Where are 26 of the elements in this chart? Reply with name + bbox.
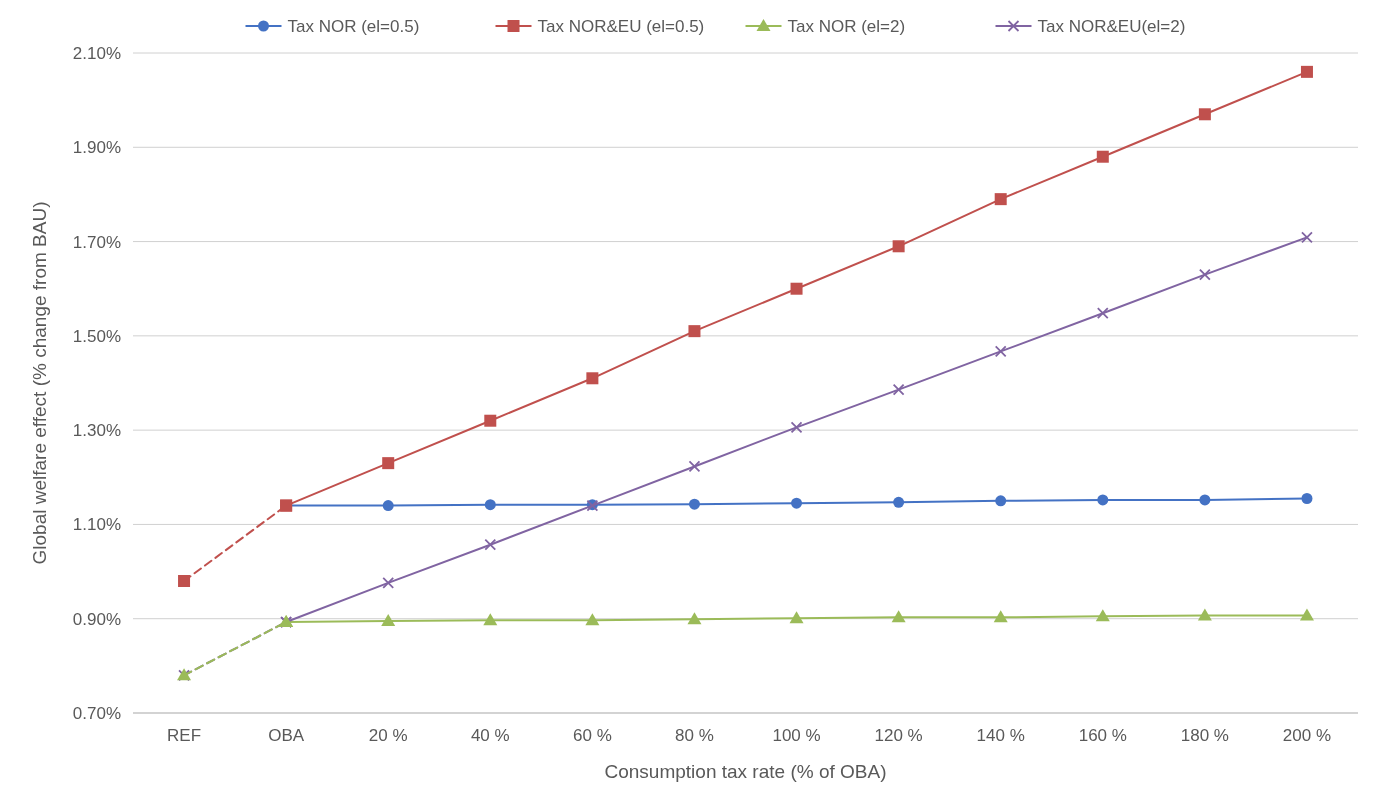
y-tick-label: 1.90%: [72, 138, 121, 158]
y-axis-title: Global welfare effect (% change from BAU): [29, 201, 50, 565]
x-tick-label: 140 %: [976, 726, 1025, 745]
x-tick-label: REF: [167, 726, 202, 745]
x-tick-label: 20 %: [368, 726, 408, 745]
x-tick-label: 160 %: [1078, 726, 1127, 745]
x-axis-title: Consumption tax rate (% of OBA): [604, 761, 887, 782]
legend-label: Tax NOR (el=2): [787, 16, 906, 36]
y-tick-label: 1.30%: [72, 421, 121, 441]
x-tick-label: 180 %: [1180, 726, 1229, 745]
x-tick-label: 60 %: [573, 726, 612, 745]
x-tick-label: OBA: [268, 726, 305, 745]
x-tick-label: 100 %: [772, 726, 821, 745]
legend-label: Tax NOR (el=0.5): [287, 16, 420, 36]
y-tick-label: 2.10%: [72, 43, 121, 63]
y-tick-label: 0.90%: [72, 609, 121, 629]
y-tick-label: 0.70%: [72, 703, 121, 723]
y-tick-label: 1.50%: [72, 326, 121, 346]
x-tick-label: 80 %: [675, 726, 714, 745]
legend-label: Tax NOR&EU(el=2): [1037, 16, 1186, 36]
legend-label: Tax NOR&EU (el=0.5): [537, 16, 705, 36]
y-tick-label: 1.10%: [72, 515, 121, 535]
y-tick-label: 1.70%: [72, 232, 121, 252]
x-tick-label: 40 %: [470, 726, 510, 745]
x-tick-label: 200 %: [1282, 726, 1332, 745]
x-tick-label: 120 %: [874, 726, 923, 745]
